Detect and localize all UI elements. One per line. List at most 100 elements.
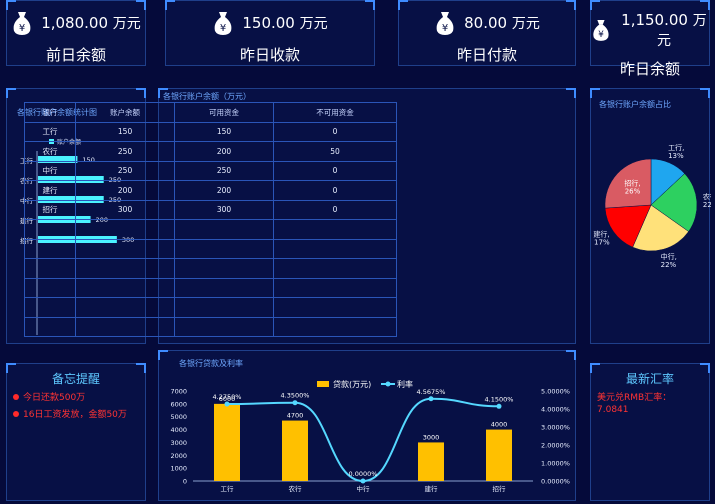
y-tick-left: 6000 xyxy=(170,400,187,408)
table-cell xyxy=(23,238,77,259)
rate-point xyxy=(360,478,366,484)
pie-slice xyxy=(632,204,689,252)
svg-text:¥: ¥ xyxy=(598,30,604,40)
table-cell xyxy=(273,238,397,259)
table-cell: 250 xyxy=(75,160,176,181)
rate-label: 4.1500% xyxy=(485,395,514,403)
table-row: 招行 300 300 0 xyxy=(23,199,397,220)
loan-bar-label: 4000 xyxy=(491,421,508,429)
rate-point xyxy=(224,401,230,407)
pie-slice-name: 招行, xyxy=(624,179,640,188)
table-cell xyxy=(174,277,275,298)
y-tick-left: 4000 xyxy=(170,426,187,434)
money-bag-icon: ¥ xyxy=(436,12,454,35)
memo-item: 16日工资发放，金额50万 xyxy=(13,407,127,420)
svg-text:¥: ¥ xyxy=(19,23,25,34)
table-header-cell: 可用资金 xyxy=(174,102,275,123)
rate-label: 4.5675% xyxy=(417,388,446,396)
table-cell xyxy=(23,258,77,279)
table-row: 中行 250 250 0 xyxy=(23,160,397,181)
table-header-cell: 不可用资金 xyxy=(273,102,397,123)
x-category-label: 中行 xyxy=(357,484,371,493)
kpi-label: 昨日付款 xyxy=(456,46,517,64)
table-row: 农行 250 200 50 xyxy=(23,141,397,162)
table-row xyxy=(23,316,397,337)
legend-label: 利率 xyxy=(397,379,413,389)
rate-line xyxy=(226,397,500,483)
table-cell: 0 xyxy=(273,121,397,142)
table-cell xyxy=(174,297,275,318)
pie-slice-name: 中行, xyxy=(661,252,677,261)
table-cell xyxy=(273,258,397,279)
table-cell: 300 xyxy=(75,199,176,220)
y-tick-left: 7000 xyxy=(170,388,187,396)
table-cell xyxy=(75,258,176,279)
legend-swatch xyxy=(317,381,329,387)
table-cell xyxy=(174,219,275,240)
table-cell: 150 xyxy=(174,121,275,142)
svg-text:¥: ¥ xyxy=(220,23,226,34)
table-cell: 50 xyxy=(273,141,397,162)
y-tick-right: 3.0000% xyxy=(541,424,570,432)
memo-panel: 备忘提醒 今日还款500万 16日工资发放，金额50万 xyxy=(6,363,146,501)
loan-bar-label: 4700 xyxy=(287,412,304,420)
table-cell xyxy=(23,297,77,318)
loan-bar xyxy=(282,420,308,481)
table-row: 工行 150 150 0 xyxy=(23,121,397,142)
table-cell xyxy=(273,277,397,298)
y-tick-right: 4.0000% xyxy=(541,406,570,414)
loan-bar-label: 6000 xyxy=(219,395,236,403)
svg-text:¥: ¥ xyxy=(442,23,448,34)
table-cell: 0 xyxy=(273,160,397,181)
y-tick-left: 1000 xyxy=(170,465,187,473)
table-row xyxy=(23,219,397,240)
x-category-label: 建行 xyxy=(425,484,439,493)
kpi-card-yesterday-balance: ¥ 1,150.00 万元 昨日余额 xyxy=(590,0,710,78)
table-cell xyxy=(273,219,397,240)
table-header-row: 银行 账户余额 可用资金 不可用资金 xyxy=(23,102,397,123)
kpi-value: 80.00 万元 xyxy=(464,14,540,32)
kpi-card-paid: ¥ 80.00 万元 昨日付款 xyxy=(398,0,576,66)
pie-slice xyxy=(650,173,698,232)
rate-label: 0.0000% xyxy=(349,470,378,478)
table-cell xyxy=(75,277,176,298)
exchange-title: 最新汇率 xyxy=(625,372,674,386)
table-cell xyxy=(75,238,176,259)
y-tick-right: 1.0000% xyxy=(541,460,570,468)
table-cell: 250 xyxy=(174,160,275,181)
table-row xyxy=(23,277,397,298)
pie-chart-title: 各银行账户余额占比 xyxy=(599,100,671,109)
table-cell xyxy=(23,277,77,298)
y-tick-right: 0.0000% xyxy=(541,478,570,486)
pie-slice-percent: 26% xyxy=(625,188,641,196)
money-bag-icon: ¥ xyxy=(214,12,232,35)
loan-chart-panel: 各银行贷款及利率 贷款(万元) 利率 0 1000 2000 3000 4000 5000 60… xyxy=(158,350,576,501)
table-cell xyxy=(75,297,176,318)
pie-chart-panel: 各银行账户余额占比 工行,13%农行,22%中行,22%建行,17%招行,26% xyxy=(590,88,711,344)
pie-slice-percent: 22% xyxy=(661,261,677,269)
table-cell: 200 xyxy=(174,141,275,162)
table-cell: 0 xyxy=(273,180,397,201)
loan-chart-title: 各银行贷款及利率 xyxy=(179,359,243,368)
y-tick-right: 5.0000% xyxy=(541,388,570,396)
bullet-icon xyxy=(13,393,19,400)
table-header-cell: 银行 xyxy=(23,102,77,123)
bullet-icon xyxy=(13,410,19,417)
kpi-label: 昨日收款 xyxy=(239,46,300,64)
pie-slice-name: 工行, xyxy=(668,143,684,152)
y-tick-left: 3000 xyxy=(170,439,187,447)
pie-slice-name: 农行, xyxy=(703,192,711,201)
pie-slice-percent: 22% xyxy=(703,201,711,209)
table-row xyxy=(23,297,397,318)
table-cell: 250 xyxy=(75,141,176,162)
table-cell: 工行 xyxy=(23,121,77,142)
rate-point xyxy=(496,403,502,409)
pie-slice-percent: 13% xyxy=(668,152,684,160)
y-tick-right: 2.0000% xyxy=(541,442,570,450)
table-cell xyxy=(75,219,176,240)
pie-slice-name: 建行, xyxy=(593,229,609,238)
loan-bar xyxy=(214,403,240,481)
loan-bar-label: 3000 xyxy=(423,433,440,441)
kpi-card-received: ¥ 150.00 万元 昨日收款 xyxy=(165,0,375,66)
pie-slice xyxy=(604,158,652,209)
